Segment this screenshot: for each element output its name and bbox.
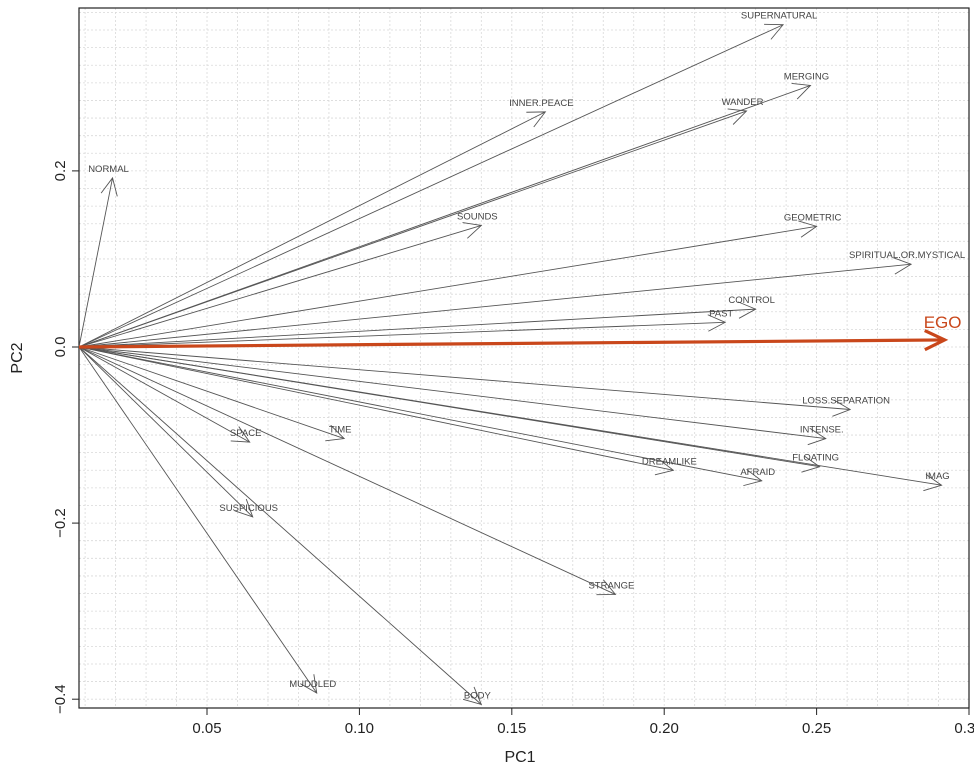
- vector-arrowhead: [727, 108, 748, 125]
- vector-label: SUPERNATURAL: [741, 11, 817, 22]
- vector-label: SOUNDS: [457, 211, 498, 222]
- vector-label: GEOMETRIC: [784, 212, 842, 223]
- y-tick-label: 0.0: [52, 337, 69, 358]
- vector-arrowhead: [462, 686, 483, 706]
- vector-label: FLOATING: [792, 453, 839, 464]
- ego-label: EGO: [924, 313, 962, 332]
- vector-line: [78, 308, 756, 348]
- vector-line: [78, 111, 546, 348]
- vector-arrowhead: [596, 579, 617, 596]
- vector-line: [78, 263, 912, 348]
- y-tick-label: −0.4: [52, 684, 69, 714]
- vector-label: AFRAID: [740, 467, 775, 478]
- vector-label: MERGING: [784, 71, 829, 82]
- x-tick-label: 0.20: [650, 720, 679, 737]
- vector-arrowhead: [230, 426, 251, 443]
- vector-label: IMAG: [925, 471, 949, 482]
- vector-arrowhead: [707, 314, 727, 332]
- vector-arrowhead: [764, 23, 785, 40]
- vector-label: SPIRITUAL.OR.MYSTICAL: [849, 250, 965, 261]
- vector-arrowhead: [300, 674, 318, 694]
- vector-line: [78, 346, 318, 694]
- vector-label: SPACE: [230, 428, 262, 439]
- vector-arrowhead: [791, 83, 812, 100]
- y-tick-label: 0.2: [52, 160, 69, 181]
- vector-line: [78, 346, 851, 410]
- vector-arrowhead: [743, 469, 763, 487]
- x-tick-label: 0.15: [497, 720, 526, 737]
- vector-line: [78, 321, 726, 348]
- ego-arrowhead: [924, 329, 949, 352]
- vector-line: [78, 346, 345, 439]
- x-axis-title: PC1: [504, 749, 535, 766]
- vector-arrowhead: [462, 222, 483, 239]
- vector-labels: NORMAL SUPERNATURAL MERGING INNER.PEACE WAND…: [88, 11, 965, 702]
- axis-ticks: 0.05 0.10 0.15 0.20 0.25 0.30 −0.4 −0.2 0.0 0.2: [52, 160, 974, 737]
- vector-line: [78, 346, 482, 705]
- ego-vector-line: [78, 338, 945, 349]
- vector-arrowhead: [798, 220, 818, 238]
- vector-arrowhead: [801, 455, 821, 473]
- vector-line: [78, 225, 817, 348]
- vector-label: NORMAL: [88, 164, 129, 175]
- vector-arrowhead: [526, 111, 547, 128]
- vector-line: [78, 346, 826, 440]
- vector-line: [78, 346, 762, 482]
- vector-line: [78, 346, 254, 518]
- vector-label: MUDDLED: [289, 679, 336, 690]
- vector-arrowhead: [234, 498, 254, 518]
- x-tick-label: 0.05: [192, 720, 221, 737]
- vector-line: [78, 24, 784, 348]
- y-axis-title: PC2: [9, 342, 26, 373]
- y-tick-label: −0.2: [52, 508, 69, 538]
- vector-arrowhead: [807, 427, 827, 446]
- vector-arrowhead: [654, 458, 675, 476]
- vector-label: CONTROL: [728, 295, 774, 306]
- vector-line: [78, 85, 811, 348]
- vector-arrowhead: [832, 399, 852, 417]
- x-tick-label: 0.25: [802, 720, 831, 737]
- vector-label: PAST: [709, 308, 733, 319]
- vector-label: BODY: [464, 690, 492, 701]
- vector-line: [78, 225, 482, 348]
- vector-label: INTENSE.: [800, 425, 844, 436]
- vector-line: [78, 177, 113, 348]
- vector-label: INNER.PEACE: [509, 98, 573, 109]
- vector-label: LOSS.SEPARATION: [802, 396, 890, 407]
- vector-arrows: [78, 23, 943, 706]
- vector-line: [78, 346, 674, 471]
- vector-arrowhead: [737, 301, 757, 319]
- plot-frame: [78, 7, 970, 709]
- vector-arrowhead: [100, 176, 118, 197]
- vector-arrowhead: [325, 424, 346, 442]
- vector-label: STRANGE: [588, 580, 634, 591]
- vector-line: [78, 346, 250, 443]
- vector-line: [78, 346, 942, 486]
- vector-line: [78, 110, 747, 348]
- vector-arrowhead: [893, 257, 913, 275]
- grid: [79, 8, 970, 708]
- x-tick-label: 0.30: [954, 720, 974, 737]
- ego-arrow: EGO: [78, 313, 962, 352]
- vector-line: [78, 346, 616, 595]
- vector-label: DREAMLIKE: [642, 456, 697, 467]
- vector-arrowhead: [923, 474, 943, 492]
- vector-label: TIME: [329, 425, 352, 436]
- vector-label: SUSPICIOUS: [219, 503, 278, 514]
- x-tick-label: 0.10: [345, 720, 374, 737]
- vector-label: WANDER: [722, 97, 764, 108]
